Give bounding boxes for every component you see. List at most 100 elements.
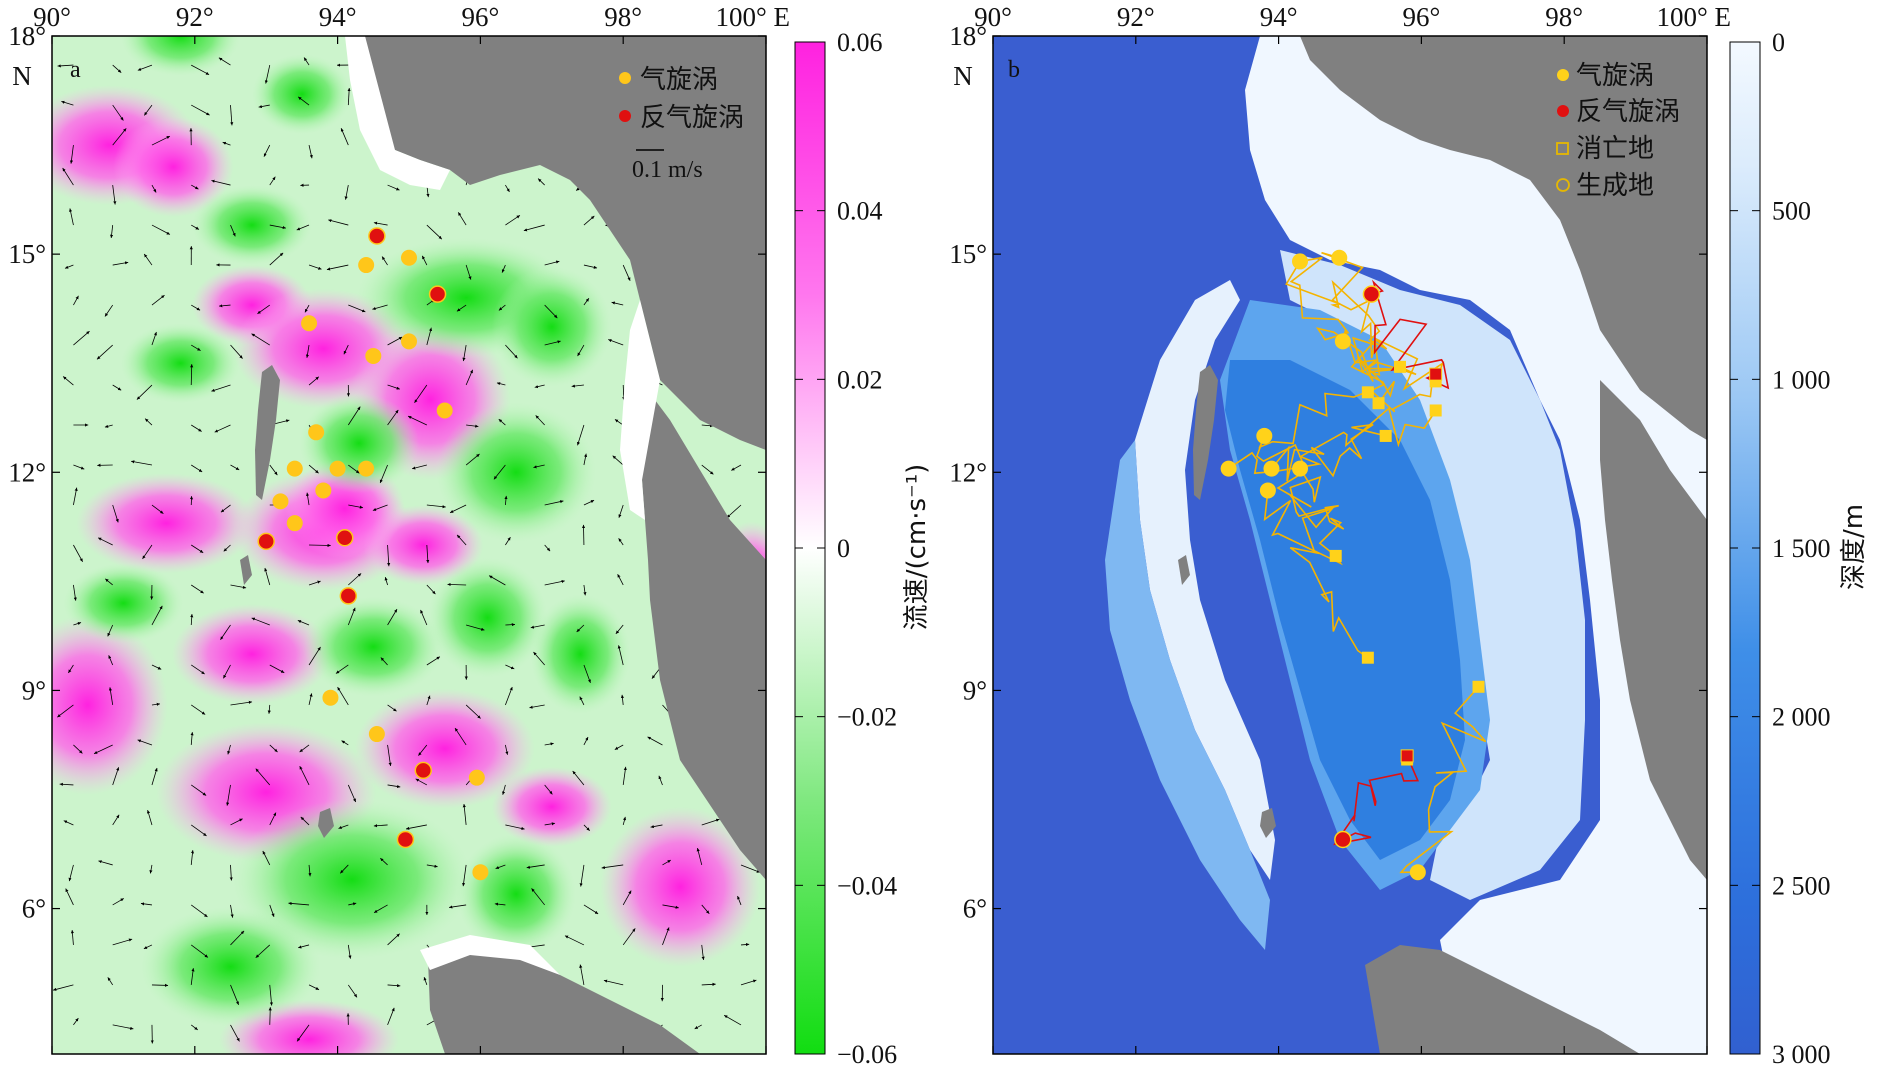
- dissipation-marker: [1393, 360, 1406, 373]
- current-vector: [70, 930, 75, 945]
- current-vector: [62, 167, 74, 186]
- current-vector: [191, 104, 210, 116]
- colorbar-tick-label: 500: [1772, 197, 1811, 226]
- land-andaman-north: [255, 365, 280, 500]
- eddy-track: [1399, 686, 1487, 874]
- current-vector: [63, 820, 74, 826]
- anticyclone-marker: [368, 227, 386, 245]
- current-vector: [190, 824, 207, 837]
- current-vector: [191, 664, 205, 675]
- current-vector: [298, 944, 310, 949]
- current-vector: [456, 534, 467, 546]
- cyclone-genesis-marker: [1292, 460, 1309, 477]
- cyclone-marker: [329, 460, 346, 477]
- current-vector: [326, 264, 349, 271]
- land-myanmar: [360, 36, 766, 450]
- current-vector: [65, 888, 74, 906]
- current-vector: [264, 567, 271, 586]
- panel-b-label: b: [1008, 57, 1020, 83]
- current-vector: [263, 144, 271, 157]
- current-vector: [618, 538, 624, 546]
- current-vector: [68, 864, 74, 882]
- current-vector: [740, 864, 761, 873]
- current-vector: [230, 904, 234, 918]
- land-peninsula: [640, 380, 766, 880]
- current-vector: [583, 264, 598, 269]
- land-andaman-south: [1178, 555, 1190, 585]
- current-vector: [190, 1024, 198, 1031]
- land-andaman-south: [240, 555, 252, 585]
- current-vector: [347, 406, 361, 426]
- lat-tick-label: 12°: [949, 457, 987, 487]
- lon-tick-label: 94°: [319, 2, 357, 32]
- current-vector: [112, 185, 117, 205]
- current-vector: [379, 464, 388, 484]
- current-vector: [465, 704, 481, 719]
- current-vector: [151, 767, 158, 786]
- current-vector: [372, 504, 388, 511]
- current-vector: [98, 860, 113, 866]
- current-vector: [108, 687, 114, 706]
- current-vector: [191, 304, 201, 311]
- current-vector: [143, 104, 153, 116]
- colorbar-tick-label: 0.06: [837, 28, 883, 57]
- current-vector: [151, 294, 165, 306]
- current-vector: [73, 464, 85, 470]
- current-vector: [68, 664, 74, 674]
- land-andaman-north: [1193, 365, 1218, 500]
- colorbar-tick-label: 1 000: [1772, 365, 1831, 394]
- current-vector: [701, 944, 705, 961]
- current-vector: [611, 301, 624, 306]
- current-vector: [420, 609, 428, 626]
- current-vector: [544, 500, 564, 506]
- current-vector: [488, 575, 506, 586]
- current-vector: [190, 968, 195, 985]
- cyclone-marker: [286, 460, 303, 477]
- current-vector: [411, 464, 427, 470]
- current-vector: [144, 418, 153, 426]
- cyclone-genesis-marker: [1263, 460, 1280, 477]
- current-vector: [723, 1014, 742, 1026]
- current-vector: [421, 255, 428, 266]
- current-vector: [309, 543, 331, 548]
- land-sumatra: [1365, 945, 1640, 1054]
- current-vector: [73, 295, 79, 306]
- current-vector: [583, 584, 587, 596]
- current-vector: [537, 178, 545, 186]
- current-vector: [257, 304, 271, 315]
- current-vector: [269, 744, 278, 753]
- current-vector: [505, 664, 515, 670]
- eddy-markers: [257, 227, 489, 881]
- cyclone-genesis-marker: [1334, 333, 1351, 350]
- cyclone-marker: [358, 460, 375, 477]
- dissipation-marker: [1361, 651, 1374, 664]
- bathymetry-ridge-outer: [1105, 440, 1270, 950]
- legend-anticyclone-label: 反气旋涡: [1576, 97, 1680, 127]
- current-vector: [73, 1017, 79, 1026]
- current-vector: [579, 964, 585, 985]
- current-vector: [701, 464, 714, 475]
- current-vector: [526, 864, 545, 869]
- current-vector: [297, 96, 310, 106]
- current-vector: [533, 651, 545, 666]
- cyclone-genesis-marker: [1331, 249, 1348, 266]
- current-vector: [533, 464, 545, 469]
- cyclone-marker: [401, 333, 417, 350]
- current-vector: [255, 944, 271, 959]
- current-vector: [230, 464, 240, 471]
- negative-anomaly: [191, 185, 312, 266]
- panel-a-map: 气旋涡 反气旋涡 0.1 m/s a: [52, 36, 766, 1054]
- positive-anomaly: [113, 116, 234, 217]
- current-vector: [564, 935, 585, 946]
- current-vector: [230, 224, 236, 237]
- current-vector: [190, 614, 194, 626]
- current-vector: [618, 504, 624, 518]
- anticyclone-marker: [414, 761, 433, 780]
- panel-a-colorbar-ticks: 0.06 0.04 0.02 0 −0.02 −0.04 −0.06: [795, 28, 897, 1069]
- current-vector: [146, 809, 153, 826]
- current-vector: [612, 455, 624, 466]
- current-vector: [59, 782, 74, 786]
- negative-anomaly: [251, 54, 352, 135]
- cyclone-marker: [472, 864, 489, 881]
- lat-tick-label: 15°: [8, 239, 46, 269]
